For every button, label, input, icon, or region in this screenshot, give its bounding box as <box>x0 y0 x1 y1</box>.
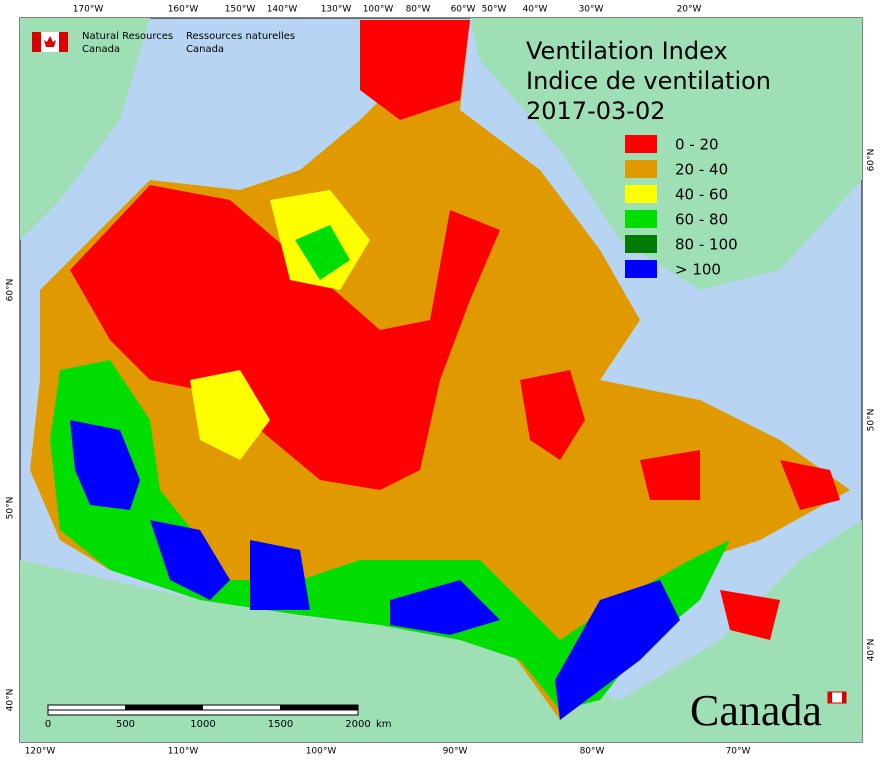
legend-swatch <box>625 185 657 203</box>
legend-swatch <box>625 135 657 153</box>
graticule-label: 40°N <box>867 639 877 662</box>
scale-label: 2000 <box>345 719 370 730</box>
legend-label: > 100 <box>675 261 721 279</box>
scale-label: 1000 <box>190 719 215 730</box>
graticule-label: 100°W <box>363 5 394 15</box>
scale-label: 500 <box>116 719 135 730</box>
graticule-label: 160°W <box>168 5 199 15</box>
legend-label: 0 - 20 <box>675 136 719 154</box>
scale-label: 1500 <box>268 719 293 730</box>
title-line: Indice de ventilation <box>526 67 771 95</box>
legend-swatch <box>625 260 657 278</box>
agency-fr: Canada <box>186 44 224 55</box>
wordmark: Canada <box>690 686 822 735</box>
graticule-label: 40°W <box>523 5 548 15</box>
graticule-label: 90°W <box>443 747 468 757</box>
graticule-label: 30°W <box>579 5 604 15</box>
graticule-label: 80°W <box>580 747 605 757</box>
graticule-label: 60°N <box>6 279 16 302</box>
graticule-label: 50°W <box>482 5 507 15</box>
graticule-label: 110°W <box>168 747 199 757</box>
title-line: Ventilation Index <box>526 37 728 65</box>
graticule-label: 130°W <box>321 5 352 15</box>
legend-swatch <box>625 210 657 228</box>
title-date: 2017-03-02 <box>526 97 665 125</box>
legend-label: 40 - 60 <box>675 186 728 204</box>
index-zones <box>30 20 850 720</box>
graticule-label: 140°W <box>267 5 298 15</box>
graticule-label: 60°W <box>451 5 476 15</box>
agency-en: Natural Resources <box>82 31 173 42</box>
legend-label: 20 - 40 <box>675 161 728 179</box>
scale-label: 0 <box>45 719 51 730</box>
graticule-label: 20°W <box>677 5 702 15</box>
legend-swatch <box>625 235 657 253</box>
graticule-label: 80°W <box>406 5 431 15</box>
legend-label: 60 - 80 <box>675 211 728 229</box>
graticule-label: 50°N <box>6 497 16 520</box>
legend-label: 80 - 100 <box>675 236 738 254</box>
legend-swatch <box>625 160 657 178</box>
graticule-label: 50°N <box>867 409 877 432</box>
graticule-label: 170°W <box>73 5 104 15</box>
graticule-label: 40°N <box>6 689 16 712</box>
graticule-label: 100°W <box>306 747 337 757</box>
canada-flag <box>32 32 847 704</box>
graticule-label: 150°W <box>225 5 256 15</box>
agency-fr: Ressources naturelles <box>186 31 295 42</box>
graticule-label: 120°W <box>25 747 56 757</box>
graticule-label: 60°N <box>867 149 877 172</box>
scale-bar <box>47 704 359 716</box>
scale-unit: km <box>376 719 392 730</box>
graticule-label: 70°W <box>726 747 751 757</box>
agency-en: Canada <box>82 44 120 55</box>
